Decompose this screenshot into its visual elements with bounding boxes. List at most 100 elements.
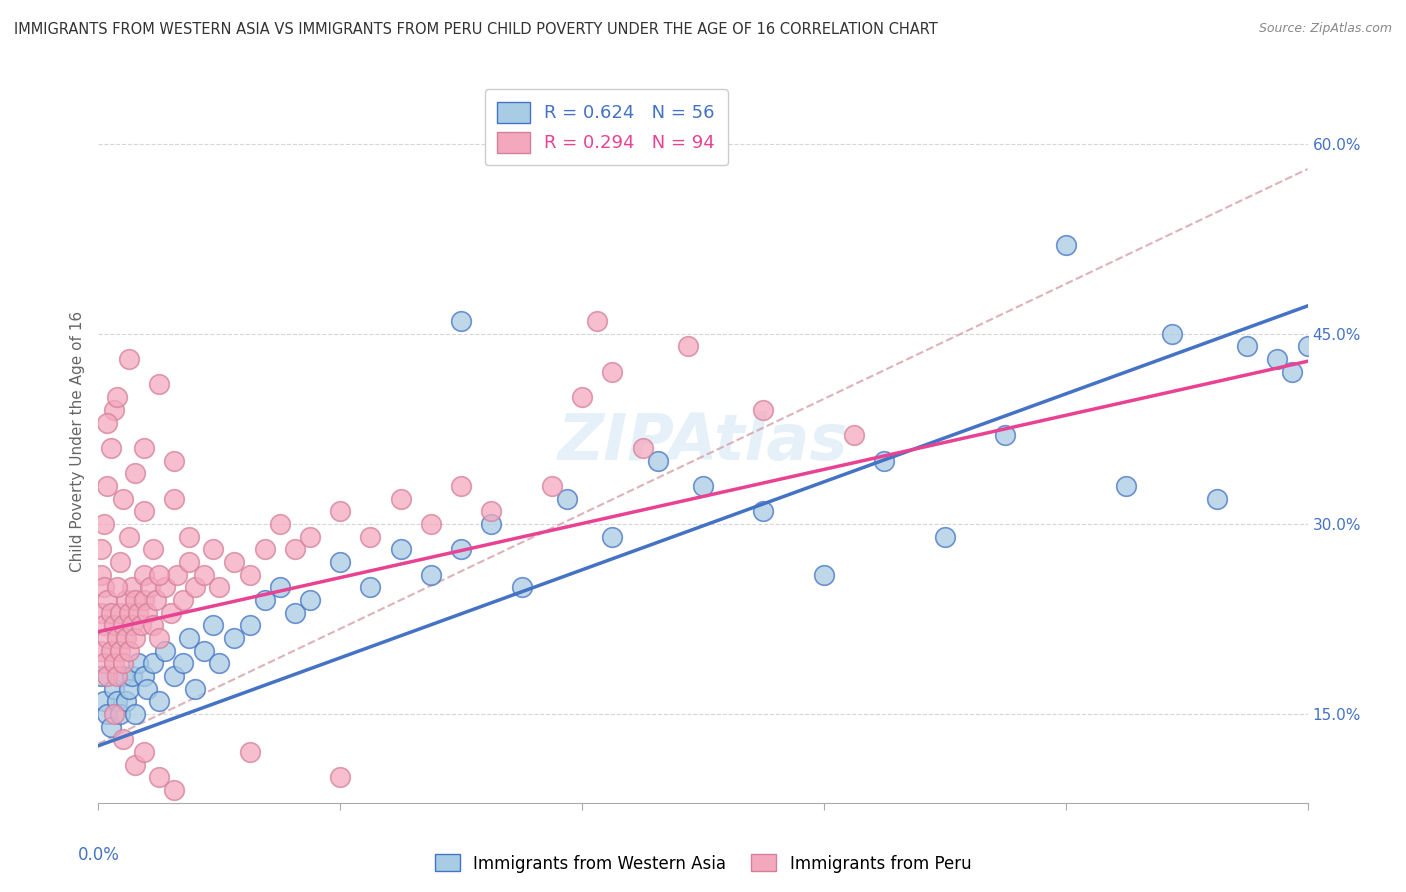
Point [121, 669, 143, 683]
Point [224, 555, 246, 569]
Point [450, 314, 472, 328]
Point [239, 745, 262, 759]
Point [179, 555, 201, 569]
Point [163, 453, 186, 467]
Point [813, 567, 835, 582]
Point [121, 580, 143, 594]
Point [148, 771, 170, 785]
Point [118, 643, 141, 657]
Point [172, 593, 194, 607]
Point [108, 707, 131, 722]
Point [148, 377, 170, 392]
Point [111, 657, 134, 671]
Point [299, 593, 322, 607]
Point [111, 669, 134, 683]
Point [118, 681, 141, 696]
Point [132, 441, 155, 455]
Y-axis label: Child Poverty Under the Age of 16: Child Poverty Under the Age of 16 [69, 311, 84, 572]
Point [96, 593, 118, 607]
Point [124, 593, 146, 607]
Point [118, 606, 141, 620]
Point [108, 606, 131, 620]
Point [108, 555, 131, 569]
Point [108, 643, 131, 657]
Point [208, 580, 231, 594]
Point [148, 631, 170, 645]
Point [284, 606, 307, 620]
Point [752, 402, 775, 417]
Point [1115, 479, 1137, 493]
Point [172, 657, 194, 671]
Point [114, 593, 136, 607]
Point [389, 542, 412, 557]
Point [105, 694, 128, 708]
Point [1054, 238, 1077, 252]
Point [184, 580, 207, 594]
Point [90, 542, 112, 557]
Point [586, 314, 609, 328]
Point [1267, 352, 1289, 367]
Point [103, 707, 125, 722]
Point [127, 606, 149, 620]
Point [132, 669, 155, 683]
Point [844, 428, 866, 442]
Point [239, 618, 262, 632]
Point [93, 694, 115, 708]
Point [96, 631, 118, 645]
Point [692, 479, 714, 493]
Point [253, 593, 276, 607]
Point [571, 390, 593, 404]
Text: ZIPAtlas: ZIPAtlas [558, 410, 848, 473]
Point [103, 681, 125, 696]
Point [129, 618, 152, 632]
Point [202, 618, 225, 632]
Point [184, 681, 207, 696]
Point [360, 580, 382, 594]
Point [118, 530, 141, 544]
Point [934, 530, 956, 544]
Point [132, 504, 155, 518]
Point [676, 339, 699, 353]
Point [105, 631, 128, 645]
Point [269, 580, 291, 594]
Point [105, 390, 128, 404]
Point [135, 681, 157, 696]
Point [124, 757, 146, 772]
Point [224, 631, 246, 645]
Point [420, 567, 443, 582]
Point [540, 479, 562, 493]
Point [994, 428, 1017, 442]
Point [100, 606, 122, 620]
Text: 0.0%: 0.0% [77, 847, 120, 864]
Point [145, 593, 167, 607]
Point [100, 720, 122, 734]
Point [132, 567, 155, 582]
Point [111, 618, 134, 632]
Point [360, 530, 382, 544]
Point [160, 606, 183, 620]
Point [481, 516, 503, 531]
Point [124, 707, 146, 722]
Point [124, 631, 146, 645]
Point [163, 669, 186, 683]
Point [450, 542, 472, 557]
Point [420, 516, 443, 531]
Point [111, 732, 134, 747]
Point [103, 618, 125, 632]
Point [631, 441, 654, 455]
Point [132, 593, 155, 607]
Point [96, 416, 118, 430]
Point [93, 516, 115, 531]
Point [179, 530, 201, 544]
Point [148, 567, 170, 582]
Text: Source: ZipAtlas.com: Source: ZipAtlas.com [1258, 22, 1392, 36]
Legend: Immigrants from Western Asia, Immigrants from Peru: Immigrants from Western Asia, Immigrants… [429, 847, 977, 880]
Point [555, 491, 578, 506]
Legend: R = 0.624   N = 56, R = 0.294   N = 94: R = 0.624 N = 56, R = 0.294 N = 94 [485, 89, 728, 165]
Point [105, 669, 128, 683]
Point [299, 530, 322, 544]
Point [142, 618, 165, 632]
Text: IMMIGRANTS FROM WESTERN ASIA VS IMMIGRANTS FROM PERU CHILD POVERTY UNDER THE AGE: IMMIGRANTS FROM WESTERN ASIA VS IMMIGRAN… [14, 22, 938, 37]
Point [153, 643, 176, 657]
Point [148, 694, 170, 708]
